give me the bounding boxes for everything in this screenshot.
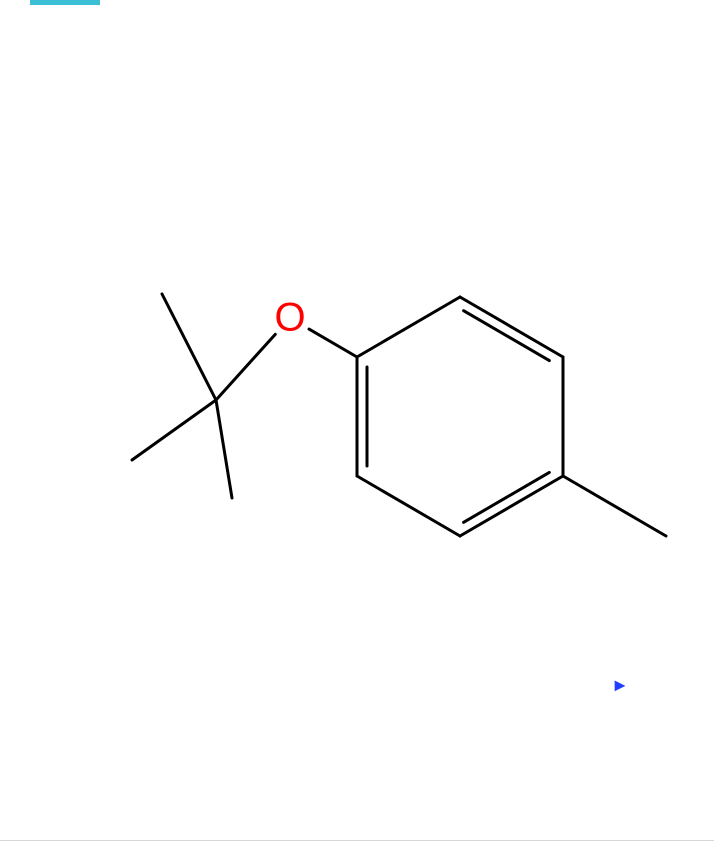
play-icon[interactable]: ▶: [615, 677, 626, 694]
molecule-canvas: [0, 0, 714, 841]
atom-label-O: O: [274, 296, 305, 341]
